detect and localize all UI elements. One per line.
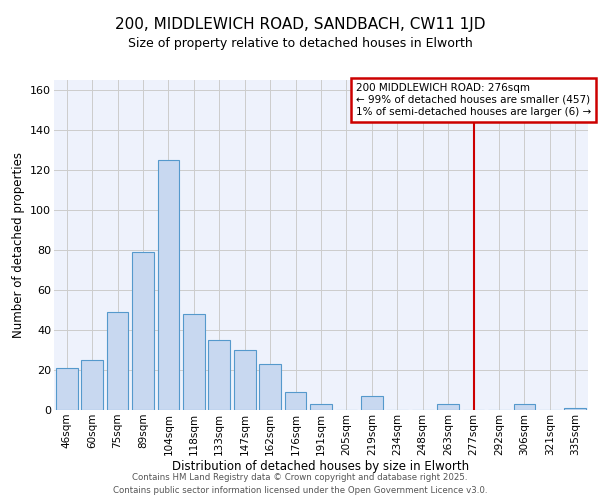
Bar: [56, 368, 77, 410]
Bar: [82, 360, 103, 410]
Bar: [437, 404, 459, 410]
Y-axis label: Number of detached properties: Number of detached properties: [11, 152, 25, 338]
Text: 200, MIDDLEWICH ROAD, SANDBACH, CW11 1JD: 200, MIDDLEWICH ROAD, SANDBACH, CW11 1JD: [115, 18, 485, 32]
Text: Contains HM Land Registry data © Crown copyright and database right 2025.: Contains HM Land Registry data © Crown c…: [132, 472, 468, 482]
Text: Size of property relative to detached houses in Elworth: Size of property relative to detached ho…: [128, 38, 472, 51]
X-axis label: Distribution of detached houses by size in Elworth: Distribution of detached houses by size …: [172, 460, 470, 473]
Bar: [361, 396, 383, 410]
Bar: [107, 312, 128, 410]
Text: 200 MIDDLEWICH ROAD: 276sqm
← 99% of detached houses are smaller (457)
1% of sem: 200 MIDDLEWICH ROAD: 276sqm ← 99% of det…: [356, 84, 591, 116]
Bar: [132, 252, 154, 410]
Bar: [234, 350, 256, 410]
Bar: [310, 404, 332, 410]
Text: Contains public sector information licensed under the Open Government Licence v3: Contains public sector information licen…: [113, 486, 487, 495]
Bar: [208, 340, 230, 410]
Bar: [514, 404, 535, 410]
Bar: [259, 364, 281, 410]
Bar: [565, 408, 586, 410]
Bar: [285, 392, 307, 410]
Bar: [183, 314, 205, 410]
Bar: [158, 160, 179, 410]
